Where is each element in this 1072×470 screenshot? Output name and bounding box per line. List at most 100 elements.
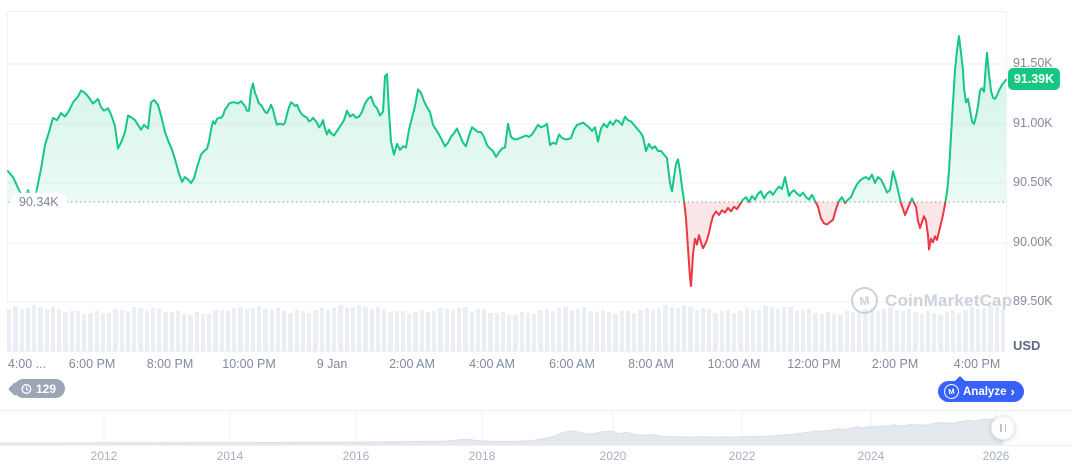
volume-bar <box>482 309 487 351</box>
volume-bar <box>963 309 968 351</box>
volume-bar <box>69 310 74 351</box>
volume-bar <box>244 309 249 351</box>
volume-bar <box>463 307 468 351</box>
volume-bar <box>275 308 280 351</box>
volume-bar <box>344 307 349 351</box>
time-tick-label: 4:00 ... <box>7 357 47 371</box>
volume-bar <box>219 310 224 351</box>
year-tick-label: 2022 <box>728 449 756 463</box>
volume-bar <box>913 312 918 351</box>
main-chart[interactable]: 90.34K <box>7 11 1007 303</box>
volume-bar <box>200 313 205 351</box>
volume-bar <box>582 307 587 351</box>
volume-bar <box>357 305 362 351</box>
volume-bar <box>288 313 293 351</box>
volume-bar <box>875 310 880 351</box>
currency-label: USD <box>1013 338 1041 353</box>
volume-bar <box>625 310 630 351</box>
time-tick-label: 6:00 PM <box>68 357 116 371</box>
volume-bar <box>38 307 43 351</box>
volume-bar <box>925 311 930 351</box>
volume-bars <box>7 305 1005 352</box>
volume-bar <box>388 312 393 351</box>
volume-bar <box>363 307 368 351</box>
volume-bar <box>644 307 649 351</box>
volume-bar <box>507 314 512 351</box>
volume-bar <box>57 308 62 351</box>
volume-bar <box>525 312 530 351</box>
volume-bar <box>607 312 612 351</box>
volume-bar <box>800 309 805 351</box>
volume-bar <box>694 310 699 351</box>
volume-bar <box>113 309 118 351</box>
volume-bar <box>194 311 199 351</box>
volume-bar <box>532 313 537 351</box>
volume-bar <box>669 307 674 351</box>
volume-bar <box>382 308 387 351</box>
volume-bar <box>844 311 849 351</box>
volume-bar <box>7 308 12 351</box>
volume-bar <box>788 307 793 351</box>
timeline-minimap[interactable] <box>0 410 1072 446</box>
grip-bar <box>1000 424 1002 432</box>
volume-bar <box>444 308 449 351</box>
volume-bar <box>263 309 268 351</box>
volume-bar <box>775 309 780 351</box>
volume-bar <box>600 310 605 351</box>
volume-bar <box>932 312 937 351</box>
analyze-button[interactable]: M Analyze › <box>938 376 1024 402</box>
time-tick-label: 6:00 AM <box>549 357 595 371</box>
analyze-label: Analyze <box>963 385 1007 398</box>
volume-bar <box>225 311 230 351</box>
volume-bar <box>494 313 499 351</box>
volume-bar <box>338 305 343 351</box>
coinmarketcap-logo-icon: M <box>943 383 960 400</box>
volume-bar <box>838 314 843 351</box>
volume-bar <box>894 310 899 351</box>
time-tick-label: 2:00 PM <box>871 357 919 371</box>
volume-bar <box>519 311 524 351</box>
volume-bar <box>688 307 693 351</box>
volume-bar <box>919 313 924 351</box>
volume-bar <box>544 309 549 351</box>
volume-bar <box>419 309 424 351</box>
volume-bar <box>513 315 518 351</box>
volume-bar <box>94 311 99 351</box>
year-tick-label: 2016 <box>342 449 370 463</box>
volume-bar <box>13 306 18 351</box>
range-slider-handle[interactable] <box>991 416 1015 440</box>
volume-bar <box>744 308 749 351</box>
volume-bar <box>138 308 143 351</box>
time-tick-label: 9 Jan <box>316 357 348 371</box>
volume-bar <box>457 306 462 351</box>
volume-bar <box>638 309 643 351</box>
volume-bar <box>144 310 149 351</box>
volume-bar <box>325 310 330 351</box>
volume-bar <box>50 306 55 351</box>
chevron-right-icon: › <box>1010 383 1015 399</box>
price-tick-label: 91.00K <box>1013 116 1053 130</box>
volume-bar <box>750 309 755 351</box>
volume-bar <box>394 310 399 351</box>
price-tick-label: 89.50K <box>1013 294 1053 308</box>
volume-bar <box>425 311 430 351</box>
volume-bar <box>794 310 799 351</box>
history-clock-icon <box>21 383 32 394</box>
volume-bar <box>813 313 818 351</box>
volume-bar <box>888 307 893 351</box>
volume-bar <box>438 307 443 351</box>
time-tick-label: 8:00 AM <box>628 357 674 371</box>
volume-bar <box>850 311 855 351</box>
replay-count-badge[interactable]: 129 <box>14 379 66 398</box>
volume-bar <box>857 312 862 351</box>
volume-bar <box>63 312 68 351</box>
time-tick-label: 10:00 PM <box>222 357 276 371</box>
volume-bar <box>294 310 299 351</box>
volume-bar <box>957 312 962 351</box>
volume-bar <box>588 310 593 351</box>
volume-bar <box>350 307 355 351</box>
volume-bar <box>657 307 662 351</box>
volume-bar <box>157 308 162 351</box>
volume-bar <box>907 308 912 351</box>
volume-bar <box>594 312 599 351</box>
